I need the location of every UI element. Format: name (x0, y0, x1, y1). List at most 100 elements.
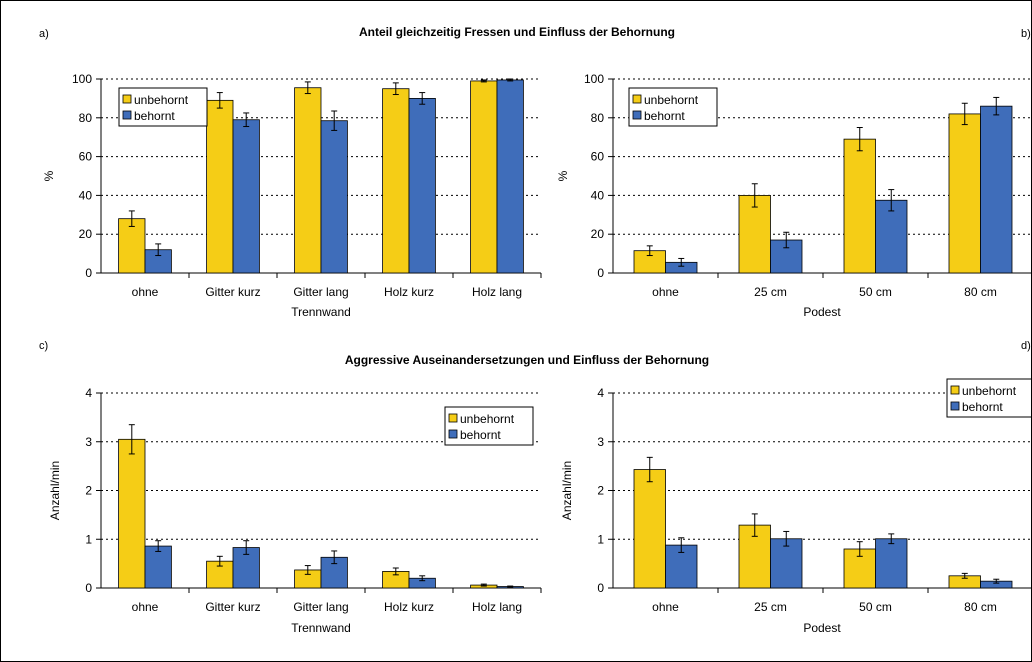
bar-unbehornt-2 (206, 99, 234, 274)
y-tick-label: 40 (591, 188, 605, 202)
bar-unbehornt-1 (633, 469, 666, 589)
x-tick-label: 80 cm (964, 285, 997, 299)
legend-box (946, 378, 1031, 418)
bar-unbehornt-4 (382, 88, 410, 274)
bar-unbehornt-2 (206, 560, 234, 589)
x-tick-label: 25 cm (754, 285, 787, 299)
x-axis-title: Trennwand (291, 305, 351, 319)
y-tick-label: 60 (79, 150, 93, 164)
y-tick-label: 20 (79, 227, 93, 241)
legend-swatch-unbehornt (448, 413, 458, 423)
y-tick-label: 1 (85, 532, 92, 546)
x-axis-title: Trennwand (291, 621, 351, 635)
y-tick-label: 4 (85, 386, 92, 400)
x-tick-label: ohne (132, 600, 159, 614)
y-axis-title: % (556, 170, 570, 181)
legend: unbehornt behornt (628, 87, 718, 127)
y-tick-label: 3 (85, 435, 92, 449)
legend-swatch-behornt (448, 429, 458, 439)
y-tick-label: 0 (597, 266, 604, 280)
legend-label-behornt: behornt (962, 400, 1003, 414)
x-tick-label: Holz kurz (384, 600, 434, 614)
y-tick-label: 3 (597, 435, 604, 449)
x-tick-label: Gitter kurz (205, 600, 260, 614)
x-tick-label: Holz lang (472, 285, 522, 299)
y-tick-label: 60 (591, 150, 605, 164)
bar-unbehornt-1 (118, 218, 146, 274)
bar-behornt-3 (875, 538, 908, 589)
legend-label-behornt: behornt (134, 109, 175, 123)
x-tick-label: 25 cm (754, 600, 787, 614)
bar-behornt-2 (232, 119, 260, 274)
legend-label-behornt: behornt (644, 109, 685, 123)
section-title-bottom: Aggressive Auseinandersetzungen und Einf… (345, 353, 709, 367)
x-tick-label: 80 cm (964, 600, 997, 614)
bar-unbehornt-5 (470, 80, 498, 274)
legend: unbehornt behornt (444, 406, 534, 446)
y-tick-label: 100 (584, 72, 604, 86)
chart-c: 0 1 2 3 4 ohne Gitter kurz Gitter lang Holz kurz… (48, 386, 542, 635)
legend-label-unbehornt: unbehornt (134, 93, 189, 107)
y-axis-title: % (42, 170, 56, 181)
legend: unbehornt behornt (118, 87, 208, 127)
legend-swatch-behornt (950, 401, 960, 411)
legend-label-unbehornt: unbehornt (644, 93, 699, 107)
x-axis-title: Podest (803, 305, 841, 319)
bar-unbehornt-4 (948, 113, 981, 274)
panel-label-a: a) (39, 28, 49, 40)
bar-behornt-3 (875, 199, 908, 274)
legend-box (444, 406, 534, 446)
bar-behornt-5 (496, 79, 524, 274)
legend-label-behornt: behornt (460, 428, 501, 442)
y-tick-label: 4 (597, 386, 604, 400)
x-tick-label: Gitter lang (293, 600, 348, 614)
x-tick-label: 50 cm (859, 600, 892, 614)
bar-behornt-2 (770, 538, 803, 589)
x-axis-title: Podest (803, 621, 841, 635)
y-axis-title: Anzahl/min (48, 461, 62, 520)
legend-box (118, 87, 208, 127)
y-tick-label: 0 (597, 581, 604, 595)
y-axis-title: Anzahl/min (560, 461, 574, 520)
bar-behornt-4 (408, 98, 436, 274)
chart-d: 0 1 2 3 4 ohne 25 cm 50 cm 80 cm Podest Anzahl/min… (560, 378, 1031, 635)
legend: unbehornt behornt (946, 378, 1031, 418)
legend-label-unbehornt: unbehornt (460, 412, 515, 426)
y-tick-label: 0 (85, 581, 92, 595)
y-tick-label: 80 (79, 111, 93, 125)
y-tick-label: 2 (597, 484, 604, 498)
x-tick-label: Gitter kurz (205, 285, 260, 299)
legend-swatch-unbehornt (122, 94, 132, 104)
y-tick-label: 20 (591, 227, 605, 241)
x-tick-label: ohne (652, 285, 679, 299)
x-tick-label: ohne (652, 600, 679, 614)
chart-b: 0 20 40 60 80 100 ohne 25 cm 50 cm 80 cm Podest% un… (556, 72, 1031, 319)
chart-a: 0 20 40 60 80 100 ohne Gitter kurz Gitter lang Ho… (42, 72, 542, 319)
panel-label-b: b) (1021, 28, 1031, 40)
bar-behornt-4 (980, 105, 1013, 274)
legend-swatch-unbehornt (632, 94, 642, 104)
legend-label-unbehornt: unbehornt (962, 384, 1017, 398)
x-tick-label: ohne (132, 285, 159, 299)
bar-behornt-1 (144, 545, 172, 589)
y-tick-label: 40 (79, 188, 93, 202)
x-tick-label: Gitter lang (293, 285, 348, 299)
bar-behornt-3 (320, 120, 348, 274)
x-tick-label: Holz kurz (384, 285, 434, 299)
y-tick-label: 100 (72, 72, 92, 86)
y-tick-label: 0 (85, 266, 92, 280)
section-title-top: Anteil gleichzeitig Fressen und Einfluss… (359, 25, 675, 39)
y-tick-label: 2 (85, 484, 92, 498)
y-tick-label: 1 (597, 532, 604, 546)
x-tick-label: 50 cm (859, 285, 892, 299)
panel-label-c: c) (39, 340, 48, 352)
legend-swatch-behornt (632, 110, 642, 120)
bar-unbehornt-3 (843, 138, 876, 274)
y-tick-label: 80 (591, 111, 605, 125)
legend-swatch-behornt (122, 110, 132, 120)
x-tick-label: Holz lang (472, 600, 522, 614)
legend-box (628, 87, 718, 127)
bar-unbehornt-1 (118, 438, 146, 589)
